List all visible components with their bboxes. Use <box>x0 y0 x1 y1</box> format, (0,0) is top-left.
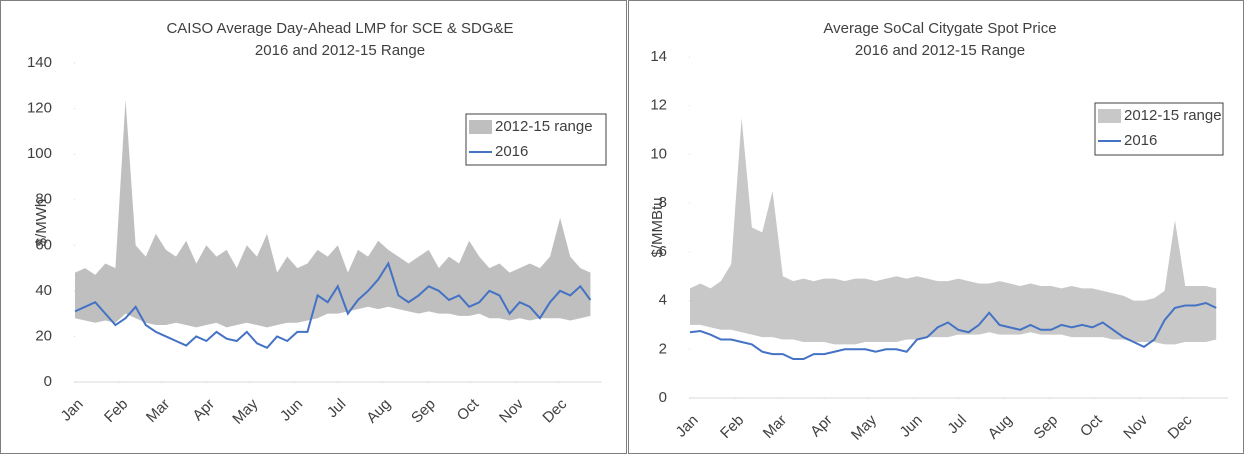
panel-border <box>628 0 1244 454</box>
legend-label: 2012-15 range <box>1124 107 1222 124</box>
legend-swatch <box>1098 109 1121 123</box>
x-tick-label: Jul <box>944 412 970 438</box>
y-tick-label: 8 <box>659 194 667 211</box>
x-tick-label: Jun <box>277 396 306 425</box>
x-tick-label: Mar <box>143 396 173 426</box>
y-axis-label: $/MWh <box>33 199 50 247</box>
x-tick-label: May <box>229 395 261 427</box>
y-tick-label: 14 <box>650 48 667 65</box>
y-tick-label: 140 <box>27 54 52 71</box>
legend-label: 2012-15 range <box>495 118 593 135</box>
chart-title: Average SoCal Citygate Spot Price <box>823 20 1056 37</box>
x-tick-label: Nov <box>1120 411 1151 442</box>
x-tick-label: May <box>848 411 880 443</box>
x-tick-label: Sep <box>408 396 439 427</box>
x-tick-label: Aug <box>985 412 1016 443</box>
x-tick-label: Dec <box>539 395 570 426</box>
chart-subtitle: 2016 and 2012-15 Range <box>855 42 1025 59</box>
y-axis-label: $/MMBtu <box>649 197 666 257</box>
y-tick-label: 10 <box>650 145 667 162</box>
range-band <box>75 99 591 328</box>
x-tick-label: Jan <box>673 412 702 441</box>
chart-subtitle: 2016 and 2012-15 Range <box>255 42 425 59</box>
x-tick-label: Apr <box>807 412 836 441</box>
x-tick-label: Mar <box>760 412 790 442</box>
x-tick-label: Jun <box>897 412 926 441</box>
x-tick-label: Dec <box>1165 411 1196 442</box>
y-tick-label: 4 <box>659 292 667 309</box>
range-band <box>690 117 1217 345</box>
chart-title: CAISO Average Day-Ahead LMP for SCE & SD… <box>166 20 513 37</box>
legend-swatch <box>469 120 492 134</box>
x-tick-label: Oct <box>1077 411 1106 440</box>
y-tick-label: 6 <box>659 243 667 260</box>
x-tick-label: Aug <box>363 396 394 427</box>
y-tick-label: 0 <box>44 373 52 390</box>
x-tick-label: Apr <box>189 396 218 425</box>
x-tick-label: Feb <box>717 412 747 442</box>
y-tick-label: 100 <box>27 145 52 162</box>
y-tick-label: 40 <box>35 282 52 299</box>
y-tick-label: 0 <box>659 389 667 406</box>
y-tick-label: 60 <box>35 236 52 253</box>
y-tick-label: 12 <box>650 97 667 114</box>
x-tick-label: Nov <box>496 395 527 426</box>
x-tick-label: Feb <box>101 396 131 426</box>
legend-label: 2016 <box>1124 132 1157 149</box>
y-tick-label: 20 <box>35 327 52 344</box>
x-tick-label: Oct <box>454 395 483 424</box>
panel-border <box>0 0 627 454</box>
x-tick-label: Jan <box>58 396 87 425</box>
legend-label: 2016 <box>495 143 528 160</box>
line-2016 <box>689 301 1217 361</box>
y-tick-label: 2 <box>659 340 667 357</box>
y-tick-label: 120 <box>27 100 52 117</box>
y-tick-label: 80 <box>35 191 52 208</box>
line-2016 <box>74 261 592 350</box>
x-tick-label: Sep <box>1030 412 1061 443</box>
x-tick-label: Jul <box>324 396 350 422</box>
